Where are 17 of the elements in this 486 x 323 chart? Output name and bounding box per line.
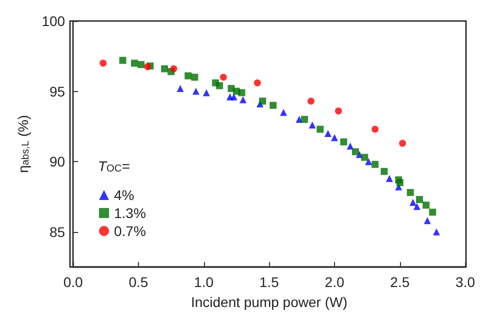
- y-axis-title: ηabs,L (%): [15, 114, 32, 174]
- legend-label: 4%: [114, 187, 134, 203]
- legend-label: 1.3%: [114, 205, 146, 221]
- legend-label: 0.7%: [114, 223, 146, 239]
- x-tick-label: 2.0: [324, 274, 344, 290]
- x-tick-label: 1.5: [259, 274, 280, 290]
- y-tick-label: 100: [42, 13, 66, 29]
- x-axis-title: Incident pump power (W): [190, 294, 348, 310]
- y-tick-label: 90: [49, 154, 66, 170]
- x-tick-label: 3.0: [456, 274, 476, 290]
- x-tick-label: 0.0: [63, 274, 83, 290]
- y-tick-label: 95: [49, 83, 66, 100]
- x-tick-label: 0.5: [128, 274, 148, 290]
- x-tick-label: 1.0: [194, 274, 214, 290]
- x-tick-label: 2.5: [390, 274, 410, 290]
- y-tick-label: 85: [49, 224, 66, 240]
- legend-title: TOC=: [98, 158, 130, 174]
